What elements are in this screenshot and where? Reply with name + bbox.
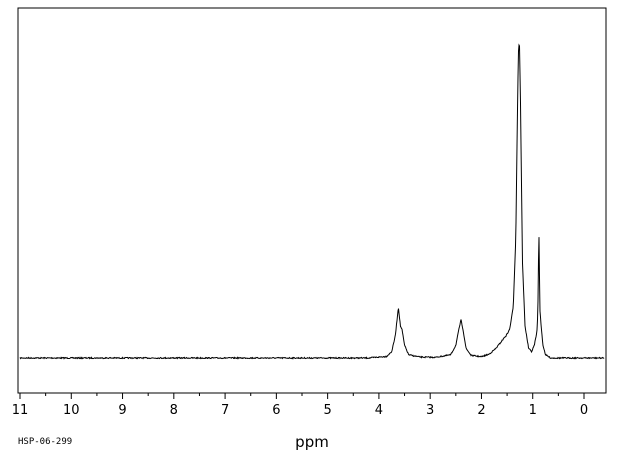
- x-tick-label: 3: [426, 403, 434, 418]
- x-tick-label: 6: [272, 403, 280, 418]
- x-tick-label: 11: [12, 403, 29, 418]
- x-tick-label: 4: [375, 403, 383, 418]
- plot-frame: [17, 7, 607, 394]
- x-tick-label: 7: [221, 403, 229, 418]
- spectrum-series-layer: [19, 43, 605, 360]
- x-tick-label: 5: [323, 403, 331, 418]
- x-tick-label: 9: [118, 403, 126, 418]
- x-tick-label: 8: [170, 403, 178, 418]
- x-tick-label: 1: [529, 403, 537, 418]
- x-tick-label: 2: [477, 403, 485, 418]
- x-axis-ticks: 11 10 9 8 7 6 5 4 3 2 1 0: [12, 393, 588, 418]
- x-tick-label: 10: [63, 403, 80, 418]
- x-axis-title: ppm: [295, 433, 329, 451]
- x-tick-label: 0: [580, 403, 588, 418]
- spectrum-trace: [19, 43, 605, 360]
- sample-id-label: HSP-06-299: [18, 437, 72, 447]
